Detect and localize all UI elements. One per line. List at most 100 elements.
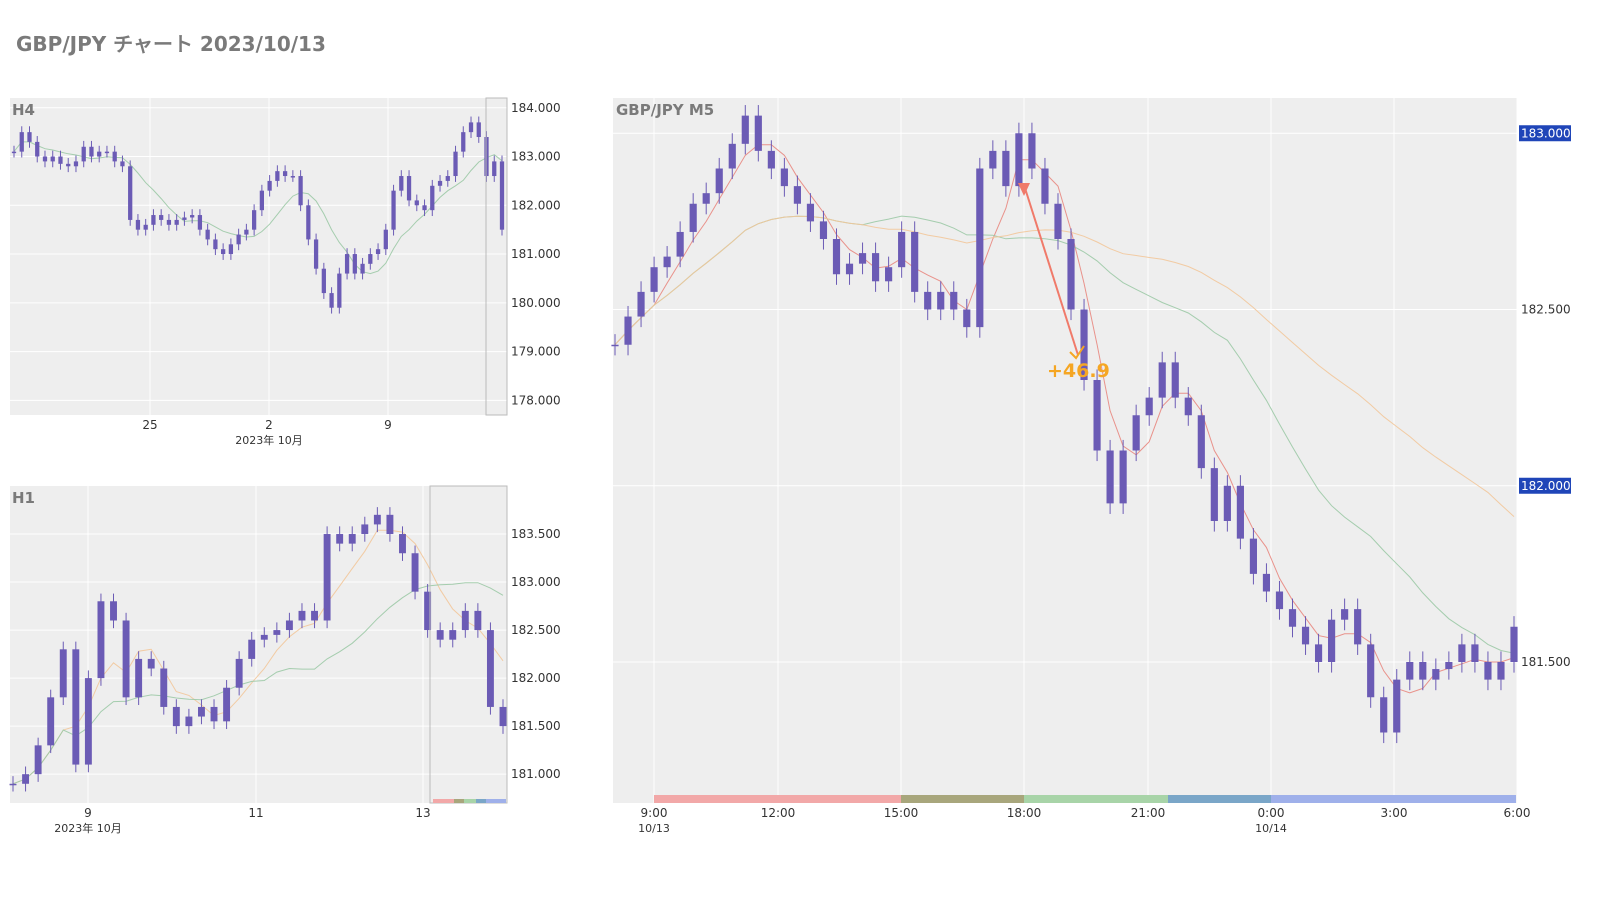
h4-candle-body <box>221 249 226 255</box>
h1-chart: H1 183.500183.000182.500182.000181.50018… <box>9 485 561 835</box>
m5-candle-body <box>1380 697 1388 733</box>
h1-candle-body <box>235 658 243 688</box>
m5-candle-body <box>1314 644 1323 662</box>
h4-candle-body <box>499 161 505 230</box>
m5-candle-body <box>1419 662 1427 680</box>
h1-candle-body <box>474 610 482 631</box>
m5-candle-body <box>911 231 919 292</box>
m5-candle-body <box>611 344 619 347</box>
h4-candle-body <box>414 200 419 206</box>
h4-candle-body <box>492 161 497 177</box>
m5-candle-body <box>715 168 723 194</box>
m5-candle-body <box>885 267 893 282</box>
h1-y-axis: 183.500 183.000 182.500 182.000 181.500 181.0… <box>511 527 561 781</box>
m5-moving-average-line <box>614 215 1515 517</box>
h4-candle-body <box>267 180 272 191</box>
m5-candle-body <box>1106 450 1114 504</box>
h4-x-tick-label: 9 <box>384 418 392 432</box>
h1-candles <box>9 507 507 792</box>
page-title: GBP/JPY チャート 2023/10/13 <box>16 32 326 56</box>
m5-candle-body <box>650 267 658 292</box>
m5-candle-body <box>1158 362 1166 398</box>
h1-candle-body <box>499 706 507 727</box>
h1-candle-body <box>386 514 394 535</box>
m5-candle-body <box>689 203 697 232</box>
h4-candle-body <box>19 132 24 152</box>
h4-candle-body <box>360 263 365 274</box>
h1-x-tick-label: 11 <box>248 806 263 820</box>
h4-candle-body <box>135 219 141 230</box>
h1-plot-area <box>10 486 507 803</box>
h4-candle-body <box>468 122 474 133</box>
h4-selection-box[interactable] <box>485 97 508 416</box>
session-band <box>454 799 464 803</box>
m5-candle-body <box>624 316 632 345</box>
h4-candle-body <box>275 171 280 181</box>
m5-candle-body <box>1367 644 1375 698</box>
h4-candle-body <box>174 219 179 225</box>
m5-candle-body <box>1445 662 1453 670</box>
h4-candles <box>11 116 505 314</box>
h4-candle-body <box>406 176 412 201</box>
h4-candle-body <box>104 151 110 154</box>
m5-candle-body <box>780 168 788 187</box>
h1-candle-body <box>84 678 92 765</box>
h4-candle-body <box>112 151 117 162</box>
h4-y-tick-label: 178.000 <box>511 393 561 407</box>
m5-candle-body <box>1497 662 1505 680</box>
m5-x-tick-label: 6:00 <box>1504 806 1531 820</box>
m5-y-tick-label: 183.000 <box>1521 126 1571 140</box>
h4-candle-body <box>143 224 148 230</box>
h4-plot-area <box>10 98 507 415</box>
h1-session-bands <box>433 799 506 803</box>
profit-annotation: +46.9 <box>1047 360 1110 382</box>
h4-x-tick-label: 2 <box>265 418 273 432</box>
m5-candle-body <box>963 309 971 328</box>
m5-candle-body <box>1171 362 1179 398</box>
m5-candle-body <box>806 203 815 222</box>
h4-candle-body <box>290 176 295 178</box>
m5-price-badge <box>1519 477 1571 494</box>
h4-candle-body <box>128 166 133 220</box>
h4-candle-body <box>313 239 319 269</box>
h1-y-tick-label: 182.500 <box>511 623 561 637</box>
h4-candle-body <box>166 219 172 225</box>
m5-date-label-1013: 10/13 <box>638 822 670 835</box>
h1-candle-body <box>298 610 306 621</box>
h4-y-tick-label: 181.000 <box>511 247 561 261</box>
m5-date-label-1014: 10/14 <box>1255 822 1287 835</box>
m5-candle-body <box>1262 573 1271 592</box>
m5-candle-body <box>950 291 958 310</box>
h1-candle-body <box>9 783 17 786</box>
h4-candle-body <box>306 205 311 240</box>
h4-candle-body <box>391 190 396 230</box>
m5-candle-body <box>1393 679 1401 733</box>
h1-candle-body <box>273 630 281 635</box>
h4-chart: H4 184.000 183.000 182.000 181.000 180.000 17… <box>10 97 561 447</box>
m5-candle-body <box>832 239 841 275</box>
m5-candle-body <box>1328 619 1336 662</box>
h1-candle-body <box>160 668 168 707</box>
m5-chart: +46.9 GBP/JPY M5 183.000182.500182.00018… <box>611 98 1571 835</box>
h4-candle-body <box>58 156 63 164</box>
h4-candle-body <box>197 215 203 230</box>
m5-candle-body <box>924 291 932 310</box>
h1-y-tick-label: 181.000 <box>511 767 561 781</box>
m5-candle-body <box>1510 626 1518 662</box>
h4-candle-body <box>321 268 326 294</box>
m5-candle-body <box>1041 168 1049 204</box>
m5-candle-body <box>1249 538 1258 574</box>
m5-y-tick-label: 182.500 <box>1521 303 1571 317</box>
h4-candle-body <box>89 146 94 157</box>
h1-candle-body <box>248 639 256 659</box>
m5-candle-body <box>1275 591 1284 610</box>
m5-panel-label: GBP/JPY M5 <box>616 101 714 119</box>
m5-candle-body <box>1015 133 1023 187</box>
h4-panel-label: H4 <box>12 101 35 119</box>
h1-candle-body <box>285 620 293 631</box>
m5-candle-body <box>663 256 671 268</box>
h1-x-subtitle: 2023年 10月 <box>54 821 122 835</box>
h4-candle-body <box>35 141 40 157</box>
h1-x-tick-label: 9 <box>84 806 92 820</box>
h1-candle-body <box>361 524 369 535</box>
